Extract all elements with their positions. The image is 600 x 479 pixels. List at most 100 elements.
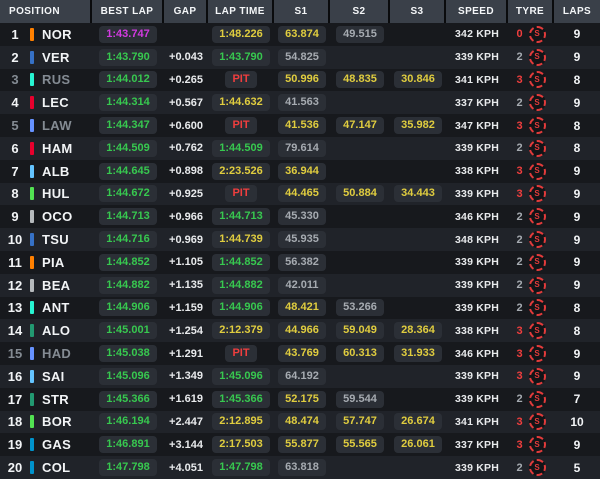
speed-value: 339 KPH [454, 256, 499, 269]
sector1-cell: 41.563 [274, 91, 330, 114]
lap-time: PIT [225, 185, 257, 203]
column-header-laps: LAPS [554, 0, 600, 23]
speed-value: 339 KPH [454, 279, 499, 292]
position-cell: 12 BEA [0, 274, 92, 297]
sector2-cell [330, 456, 390, 479]
gap-cell: +1.349 [164, 365, 208, 388]
best-lap-cell: 1:44.509 [92, 137, 164, 160]
table-row[interactable]: 2 VER 1:43.790 +0.043 1:43.790 54.825 339 KPH 2… [0, 45, 600, 69]
best-lap-time: 1:44.645 [99, 162, 157, 180]
team-color-bar [30, 27, 34, 41]
speed-cell: 339 KPH [446, 456, 508, 479]
sector1-cell: 41.536 [274, 114, 330, 137]
table-row[interactable]: 9 OCO 1:44.713 +0.966 1:44.713 45.330 346 KPH 2… [0, 205, 600, 229]
sector-3-time: 31.933 [394, 345, 442, 363]
table-row[interactable]: 10 TSU 1:44.716 +0.969 1:44.739 45.935 348 KPH… [0, 228, 600, 251]
table-row[interactable]: 1 NOR 1:43.747 1:48.226 63.874 49.515 342 KPH 0… [0, 23, 600, 46]
laps-cell: 9 [554, 160, 600, 183]
table-row[interactable]: 14 ALO 1:45.001 +1.254 2:12.379 44.966 59.049 2… [0, 319, 600, 343]
table-row[interactable]: 5 LAW 1:44.347 +0.600 PIT 41.536 47.147 35.982 3… [0, 114, 600, 137]
gap-value: +0.898 [169, 165, 203, 178]
sector-2-time: 48.835 [336, 71, 384, 89]
table-row[interactable]: 8 HUL 1:44.672 +0.925 PIT 44.465 50.884 34.443 3… [0, 182, 600, 206]
column-header-s2: S2 [330, 0, 390, 23]
sector-1-time: 52.175 [278, 390, 326, 408]
laps-cell: 8 [554, 137, 600, 160]
best-lap-cell: 1:43.747 [92, 23, 164, 46]
sector3-cell [390, 228, 446, 251]
position-cell: 10 TSU [0, 228, 92, 251]
position-cell: 5 LAW [0, 114, 92, 137]
lap-time: 1:44.739 [212, 231, 270, 249]
position-cell: 8 HUL [0, 183, 92, 206]
table-row[interactable]: 18 BOR 1:46.194 +2.447 2:12.895 48.474 57.747 2… [0, 410, 600, 434]
best-lap-time: 1:45.001 [99, 322, 157, 340]
table-row[interactable]: 4 LEC 1:44.314 +0.567 1:44.632 41.563 337 KPH 2… [0, 91, 600, 115]
gap-value: +1.159 [169, 301, 203, 314]
laps-cell: 8 [554, 114, 600, 137]
best-lap-cell: 1:45.038 [92, 342, 164, 365]
table-row[interactable]: 16 SAI 1:45.096 +1.349 1:45.096 64.192 339 KPH… [0, 364, 600, 388]
table-row[interactable]: 17 STR 1:45.366 +1.619 1:45.366 52.175 59.544 3… [0, 387, 600, 411]
table-row[interactable]: 15 HAD 1:45.038 +1.291 PIT 43.769 60.313 31.933… [0, 342, 600, 365]
best-lap-cell: 1:45.366 [92, 388, 164, 411]
laps-count: 9 [573, 50, 581, 65]
tyre-stint-count: 3 [516, 73, 523, 86]
sector-1-time: 56.382 [278, 253, 326, 271]
table-row[interactable]: 3 RUS 1:44.012 +0.265 PIT 50.996 48.835 30.846 3… [0, 68, 600, 92]
speed-value: 337 KPH [454, 438, 499, 451]
gap-value: +1.105 [169, 256, 203, 269]
sector2-cell [330, 228, 390, 251]
laps-cell: 9 [554, 91, 600, 114]
table-row[interactable]: 11 PIA 1:44.852 +1.105 1:44.852 56.382 339 KPH… [0, 250, 600, 274]
speed-cell: 341 KPH [446, 411, 508, 434]
lap-time-cell: 1:44.852 [208, 251, 274, 274]
speed-cell: 338 KPH [446, 319, 508, 342]
position-number: 5 [11, 118, 19, 134]
best-lap-cell: 1:44.012 [92, 69, 164, 92]
tyre-stint-count: 3 [516, 415, 523, 428]
best-lap-time: 1:45.038 [99, 345, 157, 363]
lap-time-cell: 1:44.632 [208, 91, 274, 114]
team-color-bar [30, 96, 34, 110]
sector2-cell: 57.747 [330, 411, 390, 434]
sector1-cell: 45.330 [274, 205, 330, 228]
position-cell: 4 LEC [0, 91, 92, 114]
driver-code: ALO [42, 323, 71, 339]
position-number: 8 [11, 186, 19, 202]
table-row[interactable]: 19 GAS 1:46.891 +3.144 2:17.503 55.877 55.565 2… [0, 433, 600, 457]
column-header-speed: SPEED [446, 0, 508, 23]
gap-cell: +1.254 [164, 319, 208, 342]
team-color-bar [30, 438, 34, 452]
laps-count: 5 [573, 460, 581, 475]
best-lap-time: 1:43.790 [99, 48, 157, 66]
best-lap-cell: 1:44.645 [92, 160, 164, 183]
laps-count: 9 [573, 278, 581, 293]
driver-code: COL [42, 460, 71, 476]
table-row[interactable]: 7 ALB 1:44.645 +0.898 2:23.526 36.944 338 KPH 3… [0, 159, 600, 183]
speed-cell: 338 KPH [446, 160, 508, 183]
table-row[interactable]: 12 BEA 1:44.882 +1.135 1:44.882 42.011 339 KPH… [0, 273, 600, 297]
soft-tyre-icon: S [528, 276, 546, 294]
sector3-cell [390, 274, 446, 297]
sector1-cell: 45.935 [274, 228, 330, 251]
table-row[interactable]: 6 HAM 1:44.509 +0.762 1:44.509 79.614 339 KPH 2… [0, 136, 600, 160]
gap-value: +1.619 [169, 393, 203, 406]
laps-count: 9 [573, 186, 581, 201]
tyre-stint-count: 3 [516, 370, 523, 383]
tyre-stint-count: 0 [516, 28, 523, 41]
table-row[interactable]: 20 COL 1:47.798 +4.051 1:47.798 63.818 339 KPH… [0, 456, 600, 479]
sector-1-time: 63.874 [278, 25, 326, 43]
tyre-stint-count: 2 [516, 279, 523, 292]
sector2-cell [330, 160, 390, 183]
lap-time: 2:12.895 [212, 413, 270, 431]
table-row[interactable]: 13 ANT 1:44.906 +1.159 1:44.906 48.421 53.266 3… [0, 296, 600, 320]
gap-value: +0.567 [169, 96, 203, 109]
sector1-cell: 63.874 [274, 23, 330, 46]
lap-time-cell: 1:44.713 [208, 205, 274, 228]
